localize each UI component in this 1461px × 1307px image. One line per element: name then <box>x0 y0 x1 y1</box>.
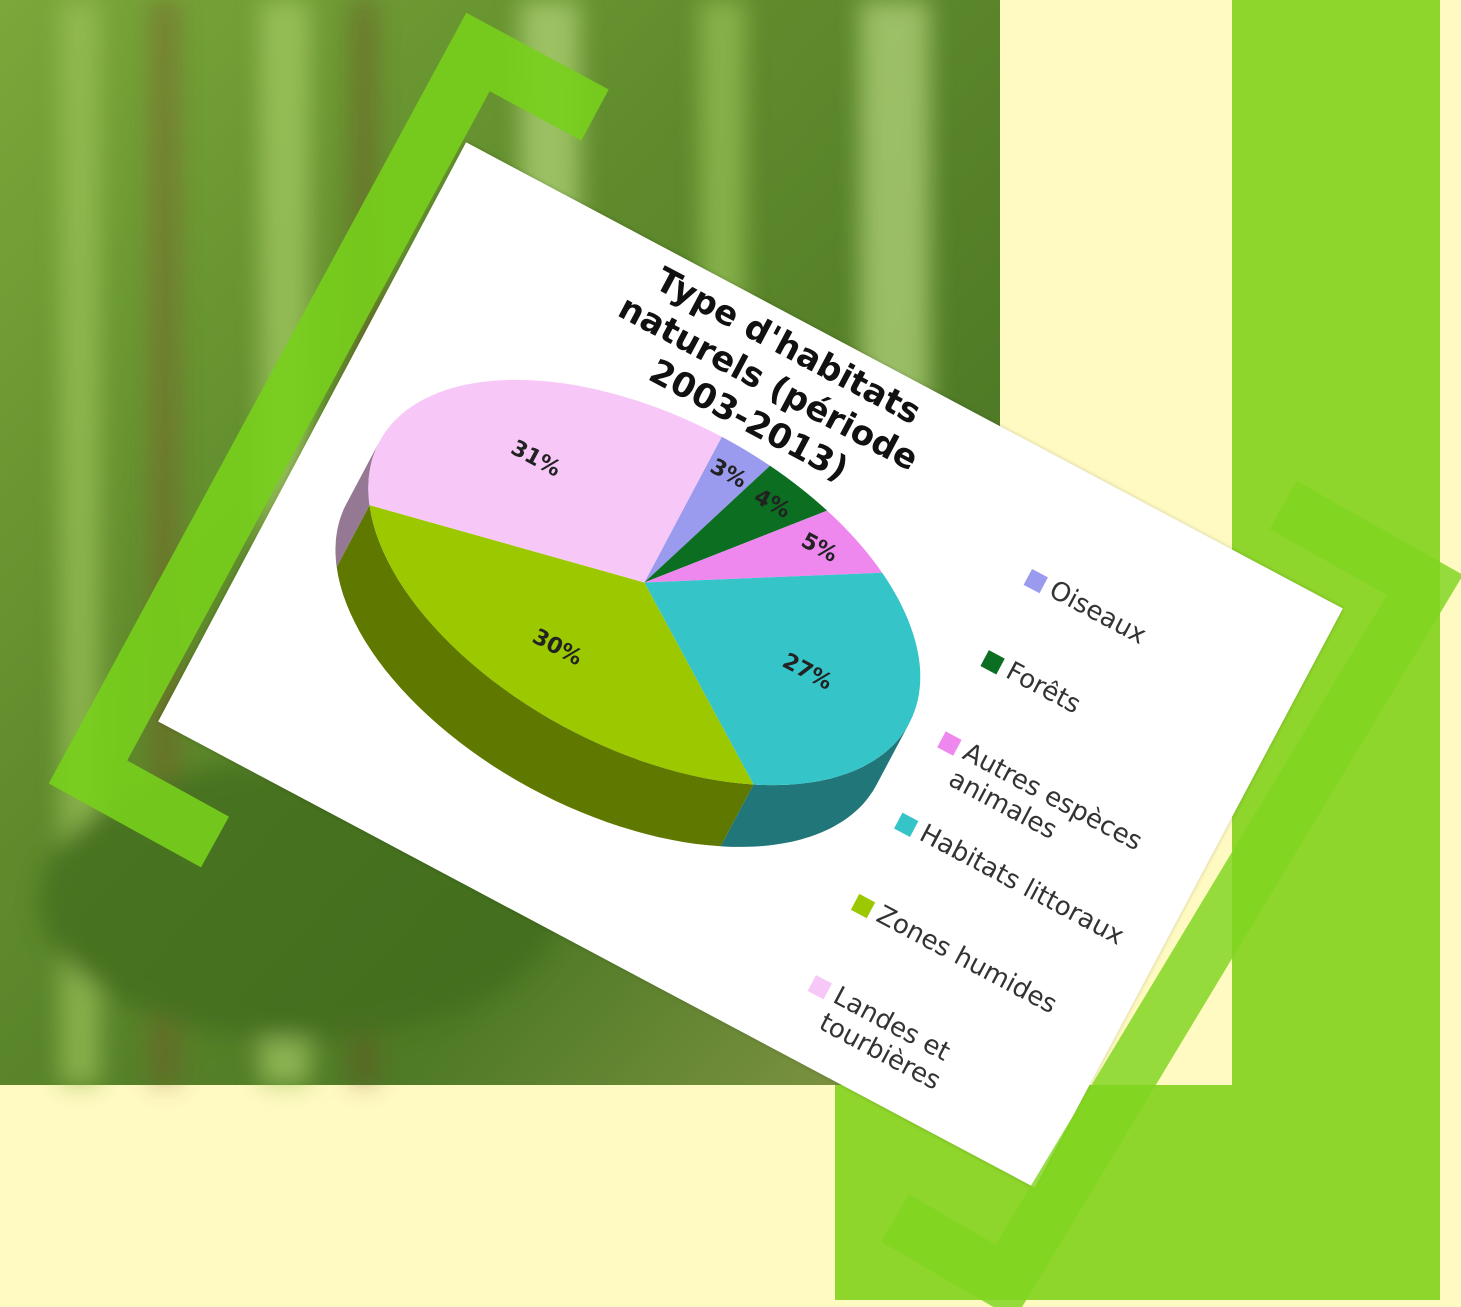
slice <box>368 379 722 583</box>
slice <box>644 465 828 583</box>
slice-side <box>336 505 754 847</box>
slice <box>644 572 921 786</box>
slice <box>644 436 771 583</box>
slice <box>644 510 883 583</box>
pie-sides <box>335 441 910 847</box>
slice-side <box>335 441 380 567</box>
slice-side <box>720 723 910 847</box>
chart: 3%4%5%27%30%31% <box>335 379 921 847</box>
slice <box>369 505 754 785</box>
chart-card: 3% 4% 5% 27% 30% 31% Type d'habitats naturels… <box>158 142 1343 1188</box>
